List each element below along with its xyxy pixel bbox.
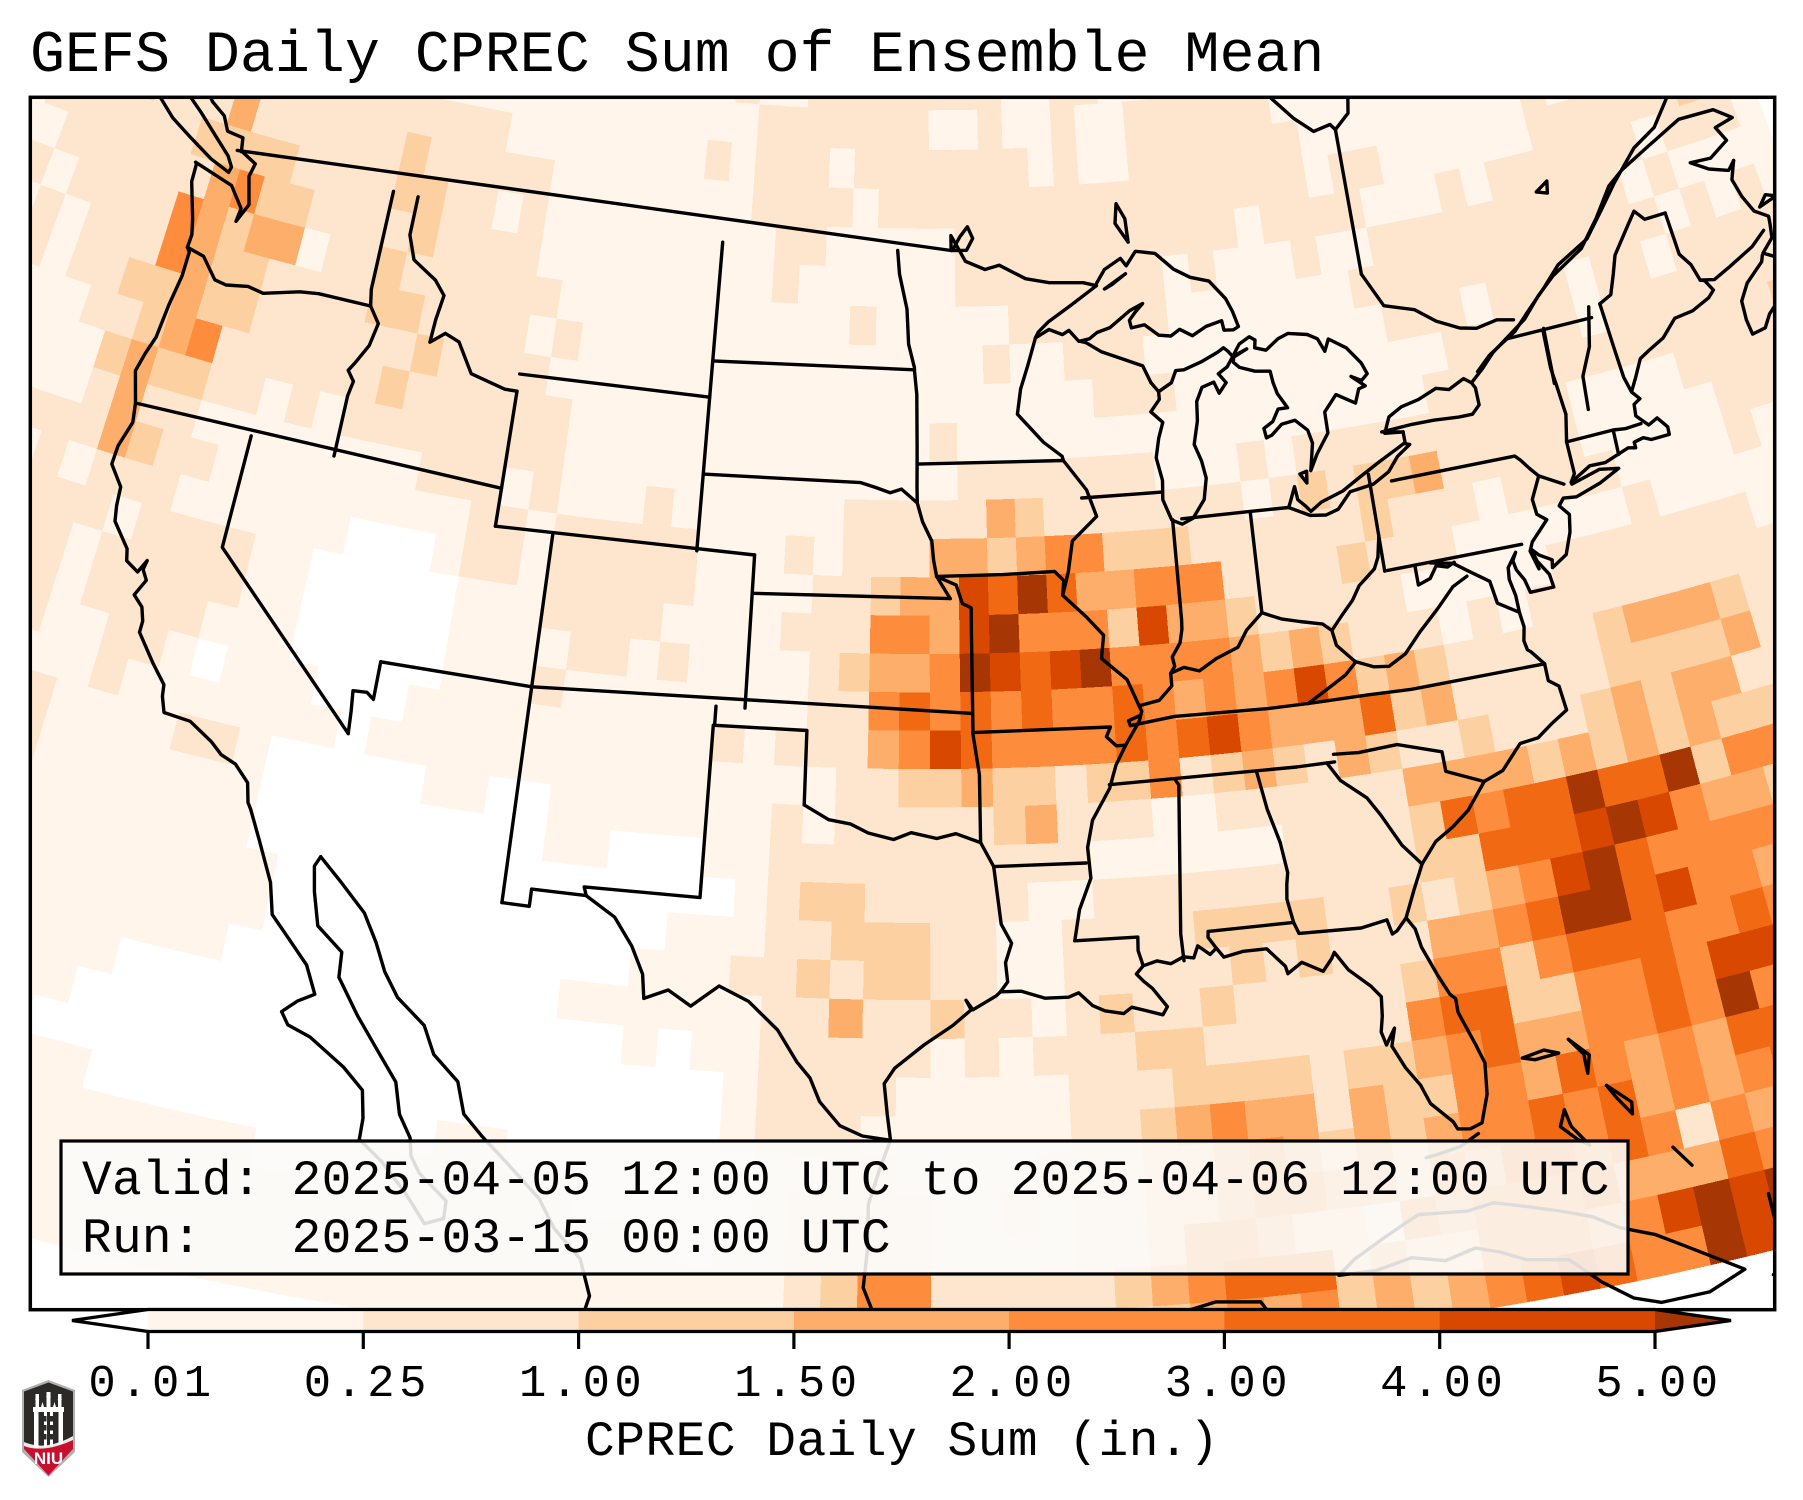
svg-text:Valid: 2025-04-05 12:00 UTC to: Valid: 2025-04-05 12:00 UTC to 2025-04-0…: [82, 1153, 1610, 1209]
svg-text:Run: 2025-03-15 00:00 UTC: Run: 2025-03-15 00:00 UTC: [82, 1211, 891, 1267]
svg-text:GEFS Daily CPREC Sum of Ensemb: GEFS Daily CPREC Sum of Ensemble Mean: [30, 22, 1324, 89]
svg-text:0.25: 0.25: [304, 1358, 431, 1410]
svg-text:0.01: 0.01: [88, 1358, 215, 1410]
svg-text:NIU: NIU: [34, 1449, 63, 1468]
svg-text:1.50: 1.50: [734, 1358, 861, 1410]
svg-text:2.00: 2.00: [949, 1358, 1076, 1410]
svg-text:5.00: 5.00: [1595, 1358, 1722, 1410]
svg-text:CPREC Daily Sum (in.): CPREC Daily Sum (in.): [585, 1414, 1219, 1470]
svg-text:3.00: 3.00: [1165, 1358, 1292, 1410]
svg-text:1.00: 1.00: [519, 1358, 646, 1410]
svg-text:4.00: 4.00: [1380, 1358, 1507, 1410]
